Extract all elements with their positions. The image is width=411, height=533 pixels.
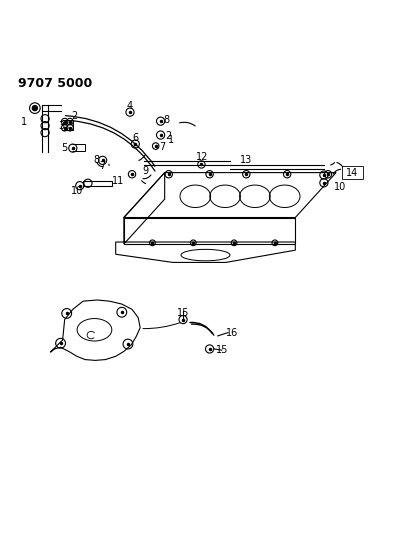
Text: 14: 14 — [346, 167, 358, 177]
Text: 2: 2 — [165, 131, 171, 141]
Text: 1: 1 — [168, 135, 174, 145]
Text: 9707 5000: 9707 5000 — [18, 77, 92, 90]
Text: 7: 7 — [99, 161, 106, 172]
Text: 5: 5 — [62, 143, 68, 153]
Text: 13: 13 — [240, 155, 252, 165]
Text: 2: 2 — [71, 111, 77, 122]
Text: 4: 4 — [127, 101, 133, 111]
Text: 9: 9 — [143, 166, 148, 176]
Text: 12: 12 — [196, 152, 208, 162]
Text: 10: 10 — [334, 182, 346, 192]
Text: 16: 16 — [226, 328, 238, 337]
Text: 11: 11 — [112, 176, 124, 186]
Circle shape — [32, 106, 37, 111]
Text: 3: 3 — [59, 122, 65, 132]
Text: 15: 15 — [216, 345, 228, 355]
Text: 1: 1 — [21, 117, 27, 126]
Text: 7: 7 — [159, 142, 165, 152]
Text: 8: 8 — [93, 155, 99, 165]
Text: 8: 8 — [164, 115, 170, 125]
Text: 10: 10 — [71, 186, 83, 196]
Text: 6: 6 — [132, 133, 139, 143]
Text: 15: 15 — [177, 309, 189, 318]
